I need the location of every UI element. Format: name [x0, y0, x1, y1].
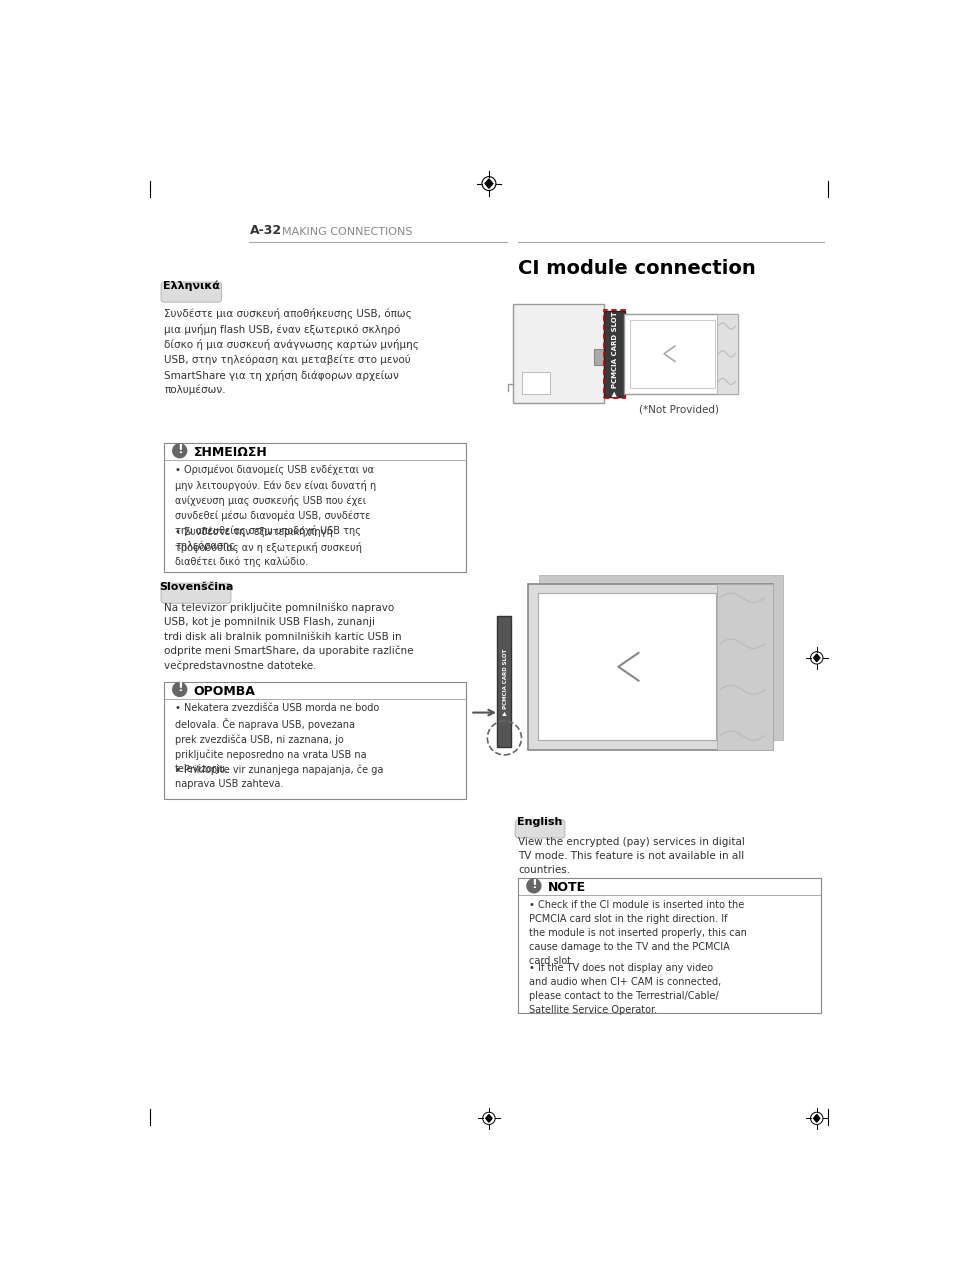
Text: !: ! — [531, 878, 537, 891]
Text: CI module connection: CI module connection — [517, 258, 756, 278]
Bar — [164, 682, 466, 799]
Text: Na televizor priključite pomnilniško napravo
USB, kot je pomnilnik USB Flash, zu: Na televizor priključite pomnilniško nap… — [164, 602, 414, 671]
Text: Συνδέστε μια συσκευή αποθήκευσης USB, όπως
μια μνήμη flash USB, έναν εξωτερικό σ: Συνδέστε μια συσκευή αποθήκευσης USB, όπ… — [164, 309, 418, 395]
Text: • Συνδέστε την εξωτερική πηγή
τροφοδοσίας αν η εξωτερική συσκευή
διαθέτει δικό τ: • Συνδέστε την εξωτερική πηγή τροφοδοσία… — [174, 526, 362, 567]
Text: (*Not Provided): (*Not Provided) — [639, 405, 719, 414]
Bar — [716, 314, 738, 394]
FancyBboxPatch shape — [515, 819, 564, 838]
Polygon shape — [813, 1115, 819, 1123]
FancyBboxPatch shape — [161, 584, 231, 603]
Text: • Check if the CI module is inserted into the
PCMCIA card slot in the right dire: • Check if the CI module is inserted int… — [529, 900, 746, 966]
Text: NOTE: NOTE — [547, 881, 585, 894]
Polygon shape — [813, 655, 819, 662]
Bar — [537, 593, 716, 741]
Text: English: English — [517, 817, 562, 827]
Bar — [603, 310, 624, 397]
Text: Ελληνικά: Ελληνικά — [163, 280, 219, 291]
Text: View the encrypted (pay) services in digital
TV mode. This feature is not availa: View the encrypted (pay) services in dig… — [517, 836, 744, 874]
Bar — [593, 349, 604, 364]
Bar — [629, 320, 715, 387]
Text: • Ορισμένοι διανομείς USB ενδέχεται να
μην λειτουργούν. Εάν δεν είναι δυνατή η
α: • Ορισμένοι διανομείς USB ενδέχεται να μ… — [174, 464, 375, 552]
Bar — [521, 372, 550, 394]
Bar — [716, 584, 772, 750]
Bar — [528, 584, 772, 750]
Bar — [604, 311, 624, 397]
Text: • Nekatera zvezdišča USB morda ne bodo
delovala. Če naprava USB, povezana
prek z: • Nekatera zvezdišča USB morda ne bodo d… — [174, 703, 379, 774]
Circle shape — [172, 444, 187, 458]
Bar — [623, 314, 738, 394]
Text: MAKING CONNECTIONS: MAKING CONNECTIONS — [282, 228, 412, 238]
Circle shape — [172, 683, 187, 697]
FancyBboxPatch shape — [161, 282, 221, 302]
Text: !: ! — [176, 442, 182, 455]
Text: OPOMBA: OPOMBA — [193, 685, 255, 698]
Polygon shape — [484, 179, 493, 188]
Bar — [497, 616, 511, 747]
Bar — [164, 444, 466, 572]
Circle shape — [526, 878, 540, 892]
Text: Slovenščina: Slovenščina — [158, 581, 233, 592]
Text: • If the TV does not display any video
and audio when CI+ CAM is connected,
plea: • If the TV does not display any video a… — [529, 963, 720, 1015]
Text: ▶ PCMCIA CARD SLOT: ▶ PCMCIA CARD SLOT — [501, 648, 506, 715]
Text: • Priklopite vir zunanjega napajanja, če ga
naprava USB zahteva.: • Priklopite vir zunanjega napajanja, če… — [174, 765, 383, 790]
Text: ▶ PCMCIA CARD SLOT: ▶ PCMCIA CARD SLOT — [611, 311, 617, 396]
Text: A-32: A-32 — [249, 225, 281, 238]
Bar — [517, 878, 820, 1013]
Text: !: ! — [176, 682, 182, 694]
Polygon shape — [485, 1115, 492, 1123]
Bar — [538, 575, 782, 741]
Bar — [513, 305, 604, 403]
Text: ΣΗΜΕΙΩΣΗ: ΣΗΜΕΙΩΣΗ — [193, 446, 267, 459]
